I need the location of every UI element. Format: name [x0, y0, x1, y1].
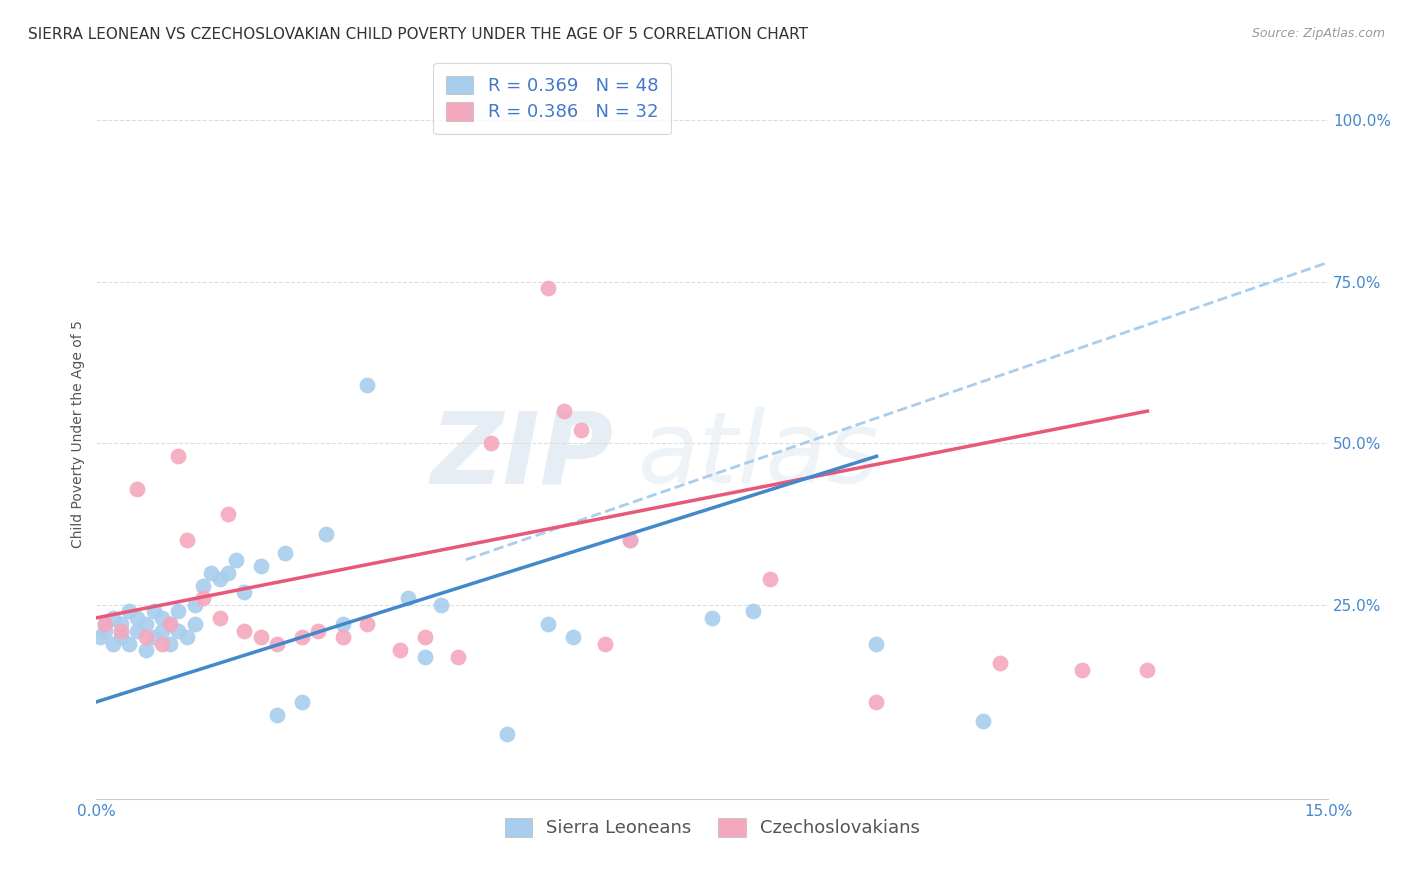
Point — [93, 617, 115, 632]
Point — [249, 630, 271, 644]
Point — [274, 546, 297, 560]
Point — [184, 617, 207, 632]
Point — [110, 624, 132, 638]
Point — [315, 526, 337, 541]
Point — [127, 482, 149, 496]
Point — [191, 578, 214, 592]
Point — [758, 572, 780, 586]
Text: atlas: atlas — [638, 407, 880, 504]
Point — [496, 727, 519, 741]
Point — [101, 611, 124, 625]
Point — [1070, 663, 1092, 677]
Point — [93, 617, 115, 632]
Point — [118, 604, 141, 618]
Point — [150, 611, 173, 625]
Point — [291, 630, 314, 644]
Point — [159, 617, 181, 632]
Point — [742, 604, 765, 618]
Text: ZIP: ZIP — [430, 407, 613, 504]
Point — [233, 585, 256, 599]
Point — [356, 617, 378, 632]
Point — [479, 436, 502, 450]
Point — [307, 624, 329, 638]
Point — [184, 598, 207, 612]
Legend: Sierra Leoneans, Czechoslovakians: Sierra Leoneans, Czechoslovakians — [498, 811, 927, 845]
Point — [159, 617, 181, 632]
Point — [537, 617, 560, 632]
Point — [266, 637, 288, 651]
Point — [233, 624, 256, 638]
Point — [150, 624, 173, 638]
Point — [595, 637, 617, 651]
Point — [702, 611, 724, 625]
Point — [101, 637, 124, 651]
Point — [291, 695, 314, 709]
Point — [127, 624, 149, 638]
Point — [447, 649, 470, 664]
Point — [249, 559, 271, 574]
Point — [176, 533, 198, 548]
Point — [142, 630, 165, 644]
Point — [191, 591, 214, 606]
Point — [553, 404, 575, 418]
Point — [619, 533, 641, 548]
Point — [167, 604, 190, 618]
Point — [865, 637, 887, 651]
Point — [865, 695, 887, 709]
Point — [217, 566, 239, 580]
Point — [332, 630, 354, 644]
Point — [413, 649, 436, 664]
Point — [988, 656, 1011, 670]
Point — [110, 617, 132, 632]
Point — [89, 630, 111, 644]
Point — [93, 624, 115, 638]
Point — [167, 624, 190, 638]
Point — [569, 424, 592, 438]
Y-axis label: Child Poverty Under the Age of 5: Child Poverty Under the Age of 5 — [72, 319, 86, 548]
Point — [150, 637, 173, 651]
Point — [972, 714, 994, 729]
Point — [619, 533, 641, 548]
Point — [389, 643, 412, 657]
Point — [127, 611, 149, 625]
Point — [135, 630, 157, 644]
Point — [208, 611, 231, 625]
Point — [217, 508, 239, 522]
Point — [1136, 663, 1159, 677]
Point — [208, 572, 231, 586]
Point — [118, 637, 141, 651]
Point — [561, 630, 583, 644]
Point — [135, 643, 157, 657]
Text: Source: ZipAtlas.com: Source: ZipAtlas.com — [1251, 27, 1385, 40]
Point — [225, 552, 247, 566]
Point — [396, 591, 419, 606]
Point — [332, 617, 354, 632]
Point — [200, 566, 222, 580]
Point — [176, 630, 198, 644]
Point — [537, 281, 560, 295]
Point — [266, 707, 288, 722]
Point — [159, 637, 181, 651]
Point — [110, 630, 132, 644]
Point — [135, 617, 157, 632]
Point — [167, 450, 190, 464]
Point — [430, 598, 453, 612]
Point — [142, 604, 165, 618]
Point — [413, 630, 436, 644]
Point — [356, 378, 378, 392]
Text: SIERRA LEONEAN VS CZECHOSLOVAKIAN CHILD POVERTY UNDER THE AGE OF 5 CORRELATION C: SIERRA LEONEAN VS CZECHOSLOVAKIAN CHILD … — [28, 27, 808, 42]
